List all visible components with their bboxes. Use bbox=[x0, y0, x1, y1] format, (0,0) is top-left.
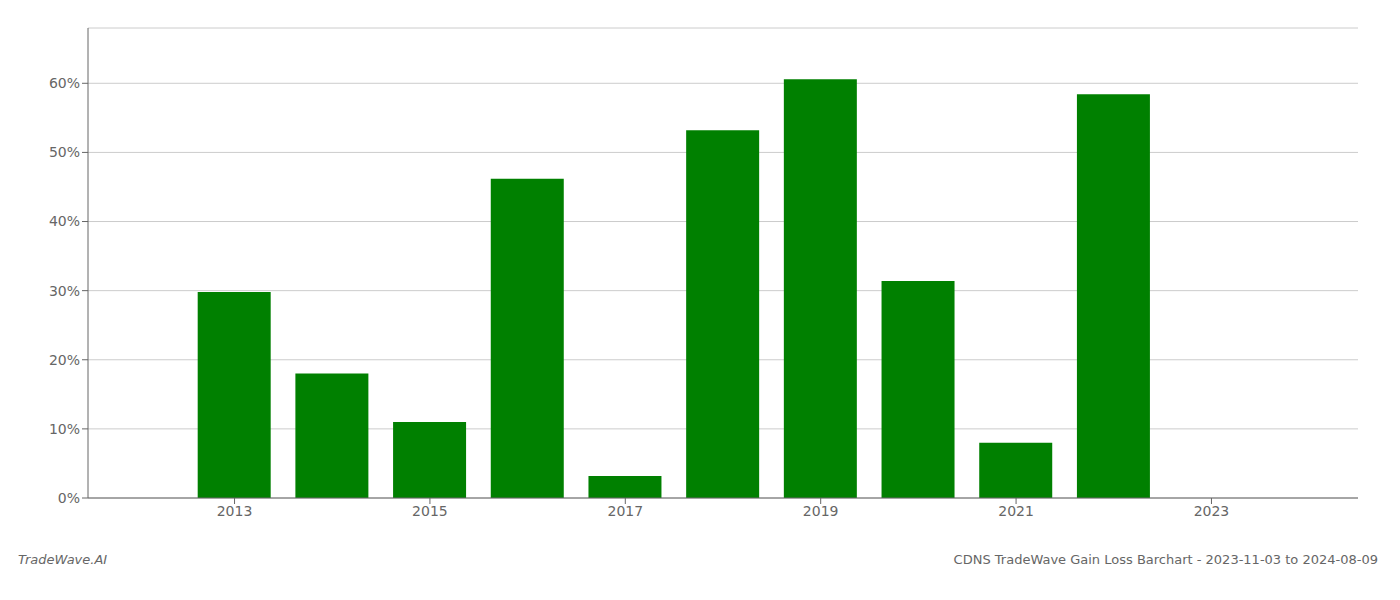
svg-text:50%: 50% bbox=[49, 144, 80, 160]
svg-text:60%: 60% bbox=[49, 75, 80, 91]
svg-text:0%: 0% bbox=[58, 490, 80, 506]
svg-text:30%: 30% bbox=[49, 283, 80, 299]
svg-text:20%: 20% bbox=[49, 352, 80, 368]
svg-text:2017: 2017 bbox=[607, 503, 643, 519]
svg-text:2015: 2015 bbox=[412, 503, 448, 519]
html-text:CDNS TradeWave Gain Loss Barch: CDNS TradeWave Gain Loss Barchart - 2023… bbox=[953, 552, 1378, 567]
svg-text:40%: 40% bbox=[49, 213, 80, 229]
svg-text:2013: 2013 bbox=[217, 503, 253, 519]
svg-text:2023: 2023 bbox=[1194, 503, 1230, 519]
svg-text:2019: 2019 bbox=[803, 503, 839, 519]
svg-text:2021: 2021 bbox=[998, 503, 1034, 519]
html-text:TradeWave.AI: TradeWave.AI bbox=[18, 552, 108, 567]
svg-text:10%: 10% bbox=[49, 421, 80, 437]
